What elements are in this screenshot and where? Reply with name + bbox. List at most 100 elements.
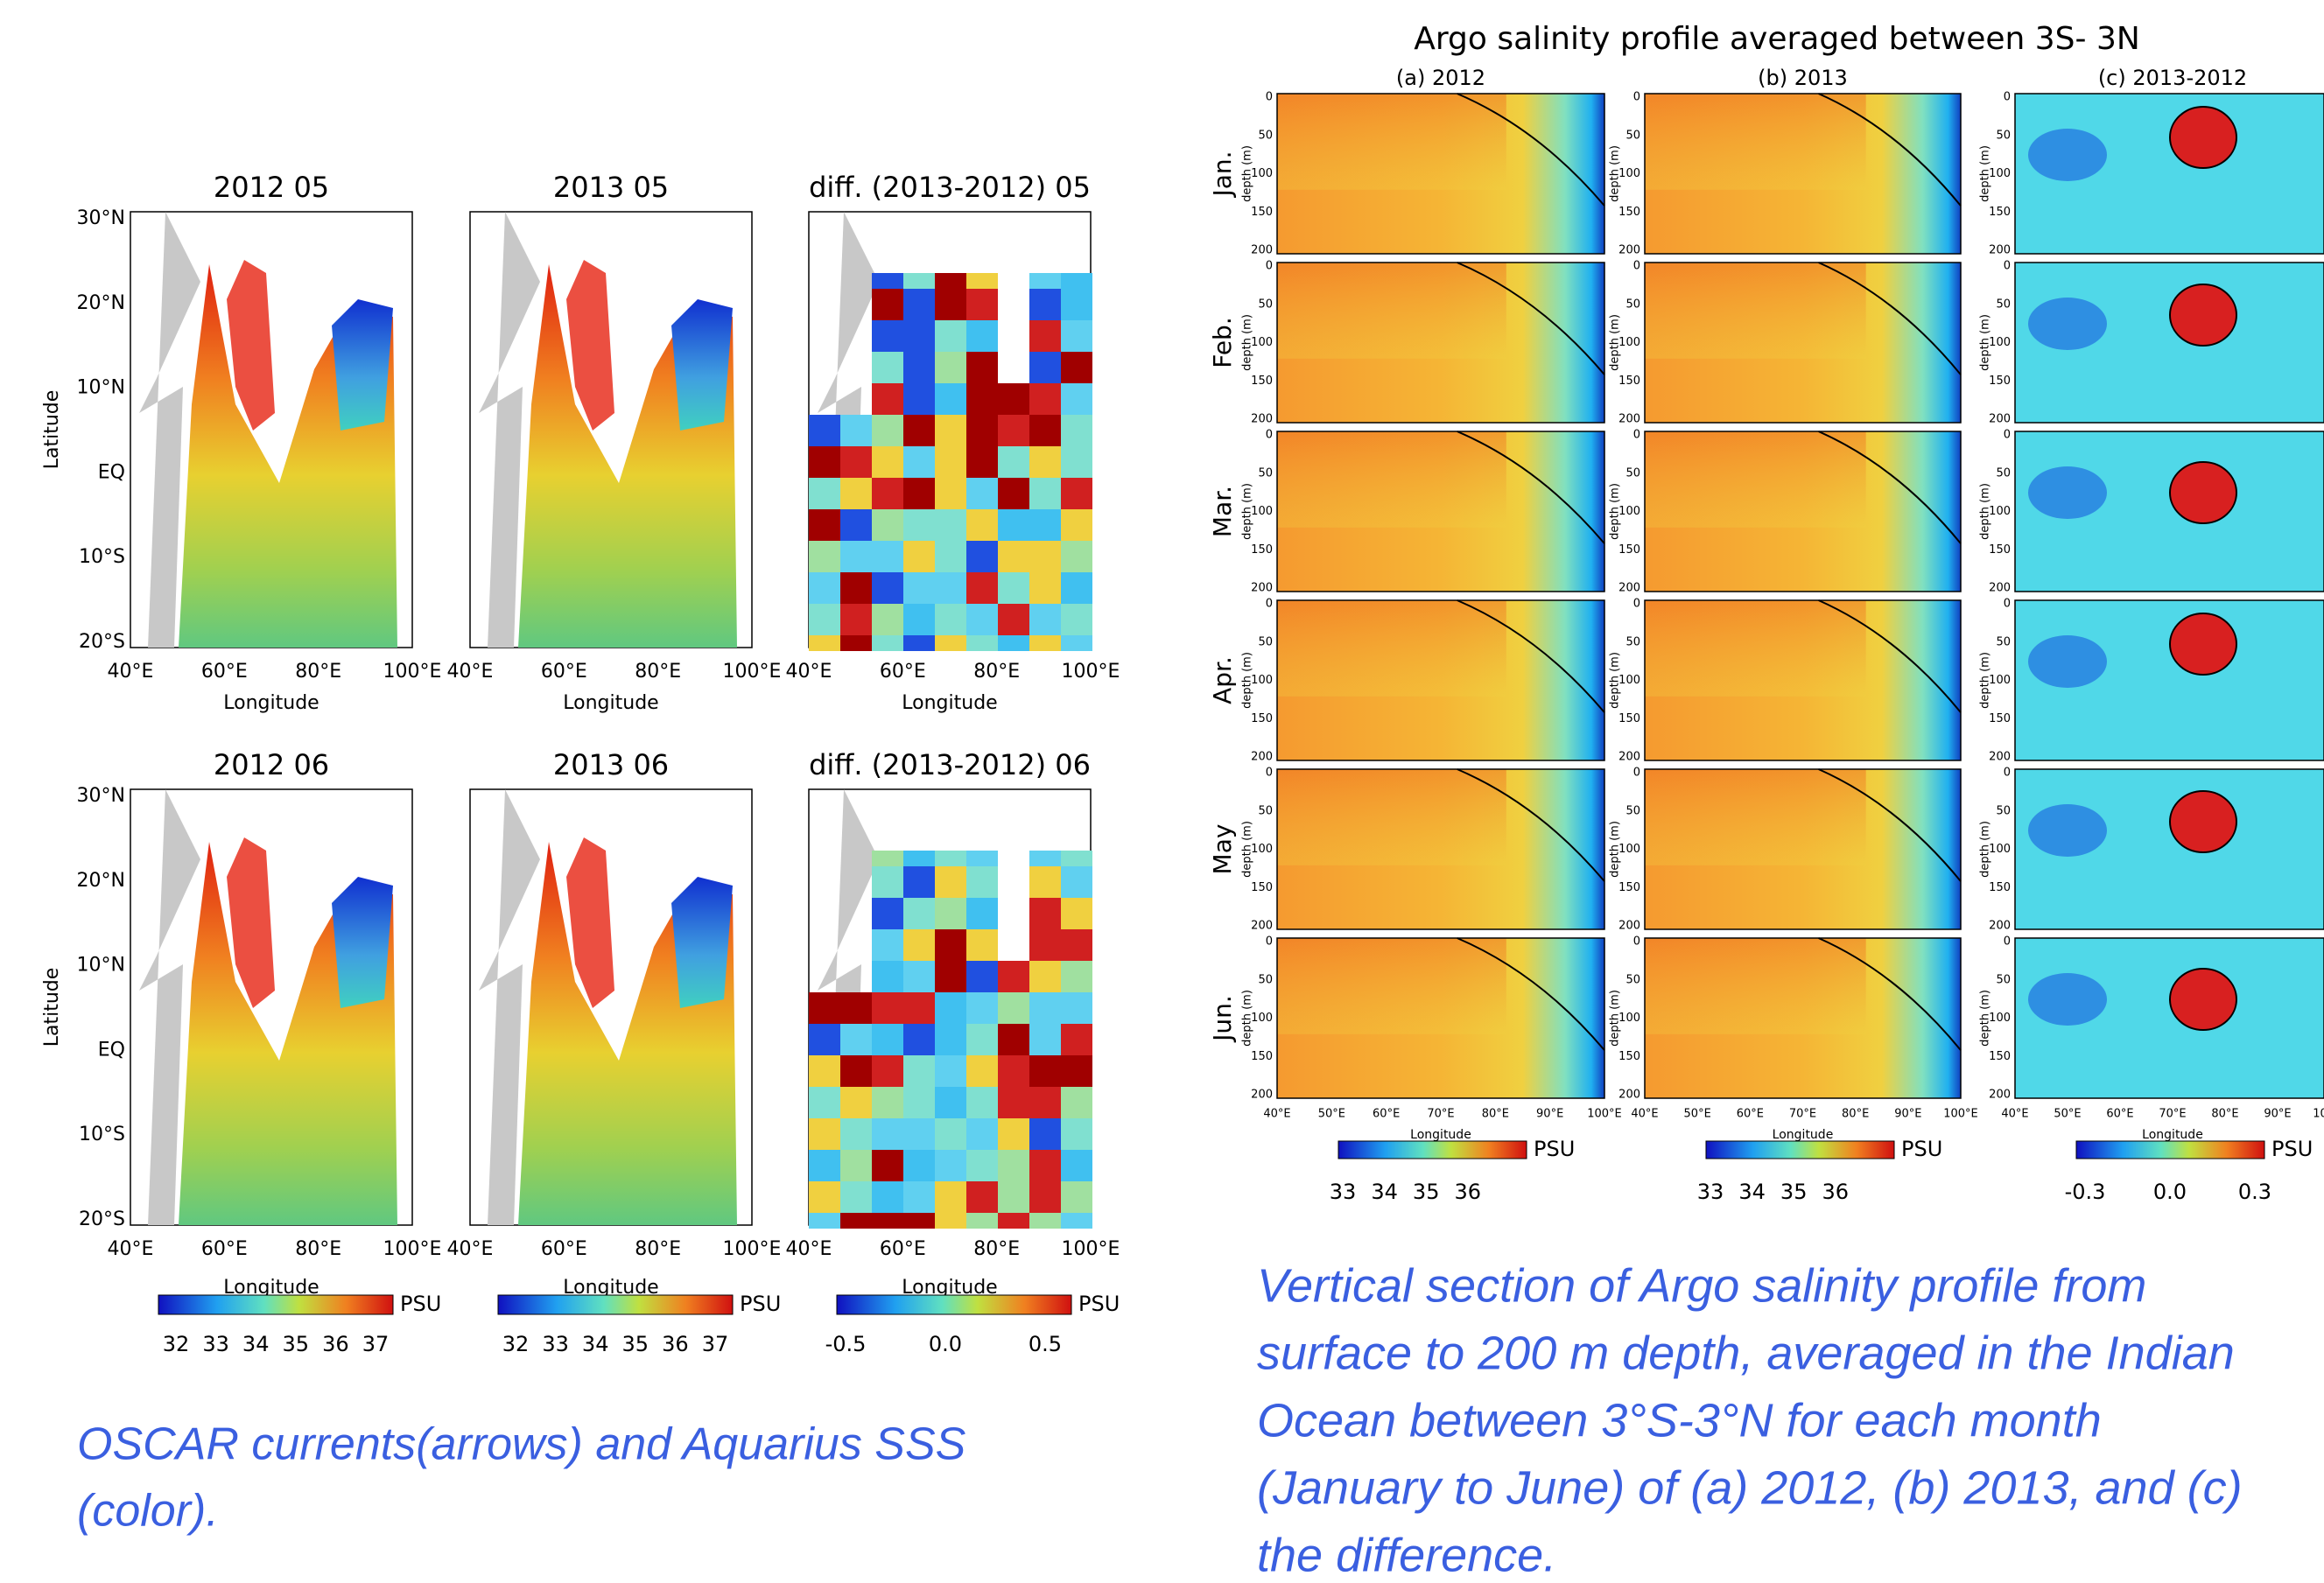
section-shade	[1645, 94, 1866, 190]
diff-cell	[903, 929, 919, 945]
diff-cell	[840, 1181, 856, 1197]
month-label: Jan.	[1208, 151, 1237, 198]
diff-cell	[903, 368, 919, 383]
diff-cell	[982, 509, 998, 525]
diff-cell	[1061, 1040, 1077, 1055]
diff-cell	[982, 992, 998, 1008]
diff-cell	[872, 1040, 888, 1055]
diff-cell	[982, 494, 998, 509]
land	[139, 789, 200, 1225]
diff-cell	[840, 1150, 856, 1166]
diff-cell	[1045, 289, 1061, 305]
y-tick-label: 100	[1251, 336, 1273, 349]
diff-cell	[888, 1071, 903, 1087]
diff-cell	[1061, 462, 1077, 478]
x-tick-label: 60°E	[880, 661, 926, 683]
diff-cell	[903, 1213, 919, 1229]
diff-cell	[966, 462, 982, 478]
y-tick-label: 100	[1618, 167, 1640, 180]
diff-cell	[919, 945, 935, 961]
y-tick-label: 200	[1989, 751, 2011, 764]
diff-cell	[935, 305, 951, 320]
map-title: 2013 05	[553, 171, 669, 204]
diff-cell	[998, 462, 1014, 478]
diff-cell	[998, 494, 1014, 509]
diff-cell	[935, 961, 951, 977]
diff-cell	[872, 882, 888, 898]
y-tick-label: 50	[1996, 973, 2011, 986]
diff-cell	[998, 446, 1014, 462]
contour	[1457, 599, 1605, 713]
diff-high	[2169, 461, 2237, 524]
x-tick-label: 40°E	[447, 1238, 494, 1260]
diff-cell	[809, 620, 825, 635]
diff-cell	[966, 866, 982, 882]
y-tick-label: 0	[2004, 429, 2011, 442]
diff-cell	[982, 977, 998, 992]
y-axis-label: depth (m)	[1979, 821, 1992, 878]
contour	[1818, 937, 1962, 1051]
diff-cell	[1045, 1071, 1061, 1087]
diff-cell	[840, 1118, 856, 1134]
y-tick-label: 50	[1625, 804, 1640, 817]
y-tick-label: 150	[1989, 712, 2011, 725]
diff-cell	[1029, 992, 1045, 1008]
diff-cell	[888, 977, 903, 992]
diff-cell	[825, 509, 840, 525]
diff-cell	[935, 1071, 951, 1087]
diff-cell	[888, 399, 903, 415]
diff-cell	[872, 1008, 888, 1024]
diff-cell	[809, 1071, 825, 1087]
y-tick-label: 200	[1989, 244, 2011, 257]
diff-cell	[856, 992, 872, 1008]
x-tick-label: 80°E	[2211, 1108, 2238, 1121]
diff-cell	[903, 557, 919, 572]
diff-cell	[1061, 851, 1077, 866]
diff-cell	[1045, 541, 1061, 557]
diff-cell	[1014, 992, 1029, 1008]
diff-cell	[998, 1166, 1014, 1181]
diff-cell	[888, 1087, 903, 1103]
y-tick-label: 200	[1251, 413, 1273, 426]
diff-cell	[1029, 961, 1045, 977]
diff-cell	[998, 541, 1014, 557]
diff-cell	[903, 1071, 919, 1087]
diff-cell	[903, 1103, 919, 1118]
diff-cell	[903, 961, 919, 977]
diff-cell	[1029, 415, 1045, 431]
contour	[1818, 262, 1962, 375]
diff-cell	[1061, 1071, 1077, 1087]
y-tick-label: 0	[1633, 429, 1640, 442]
diff-cell	[1077, 1087, 1092, 1103]
diff-cell	[903, 882, 919, 898]
y-tick-label: 200	[1618, 1089, 1640, 1102]
diff-cell	[998, 1071, 1014, 1087]
diff-cell	[888, 494, 903, 509]
diff-cell	[809, 1118, 825, 1134]
y-tick-label: 20°N	[77, 292, 125, 314]
diff-cell	[1077, 929, 1092, 945]
diff-cell	[1029, 1197, 1045, 1213]
y-tick-label: 100	[1251, 674, 1273, 687]
diff-cell	[1029, 1213, 1045, 1229]
diff-cell	[872, 446, 888, 462]
diff-cell	[903, 320, 919, 336]
diff-cell	[825, 415, 840, 431]
diff-cell	[951, 352, 966, 368]
diff-cell	[998, 383, 1014, 399]
diff-cell	[998, 1055, 1014, 1071]
y-tick-label: 100	[1989, 843, 2011, 856]
diff-cell	[856, 635, 872, 651]
diff-cell	[951, 446, 966, 462]
diff-cell	[888, 1118, 903, 1134]
diff-cell	[903, 399, 919, 415]
diff-cell	[1077, 273, 1092, 289]
diff-cell	[840, 588, 856, 604]
diff-cell	[1061, 352, 1077, 368]
diff-cell	[919, 1055, 935, 1071]
diff-cell	[966, 431, 982, 446]
diff-cell	[966, 882, 982, 898]
y-tick-label: 200	[1989, 920, 2011, 933]
diff-cell	[1029, 494, 1045, 509]
diff-cell	[982, 273, 998, 289]
